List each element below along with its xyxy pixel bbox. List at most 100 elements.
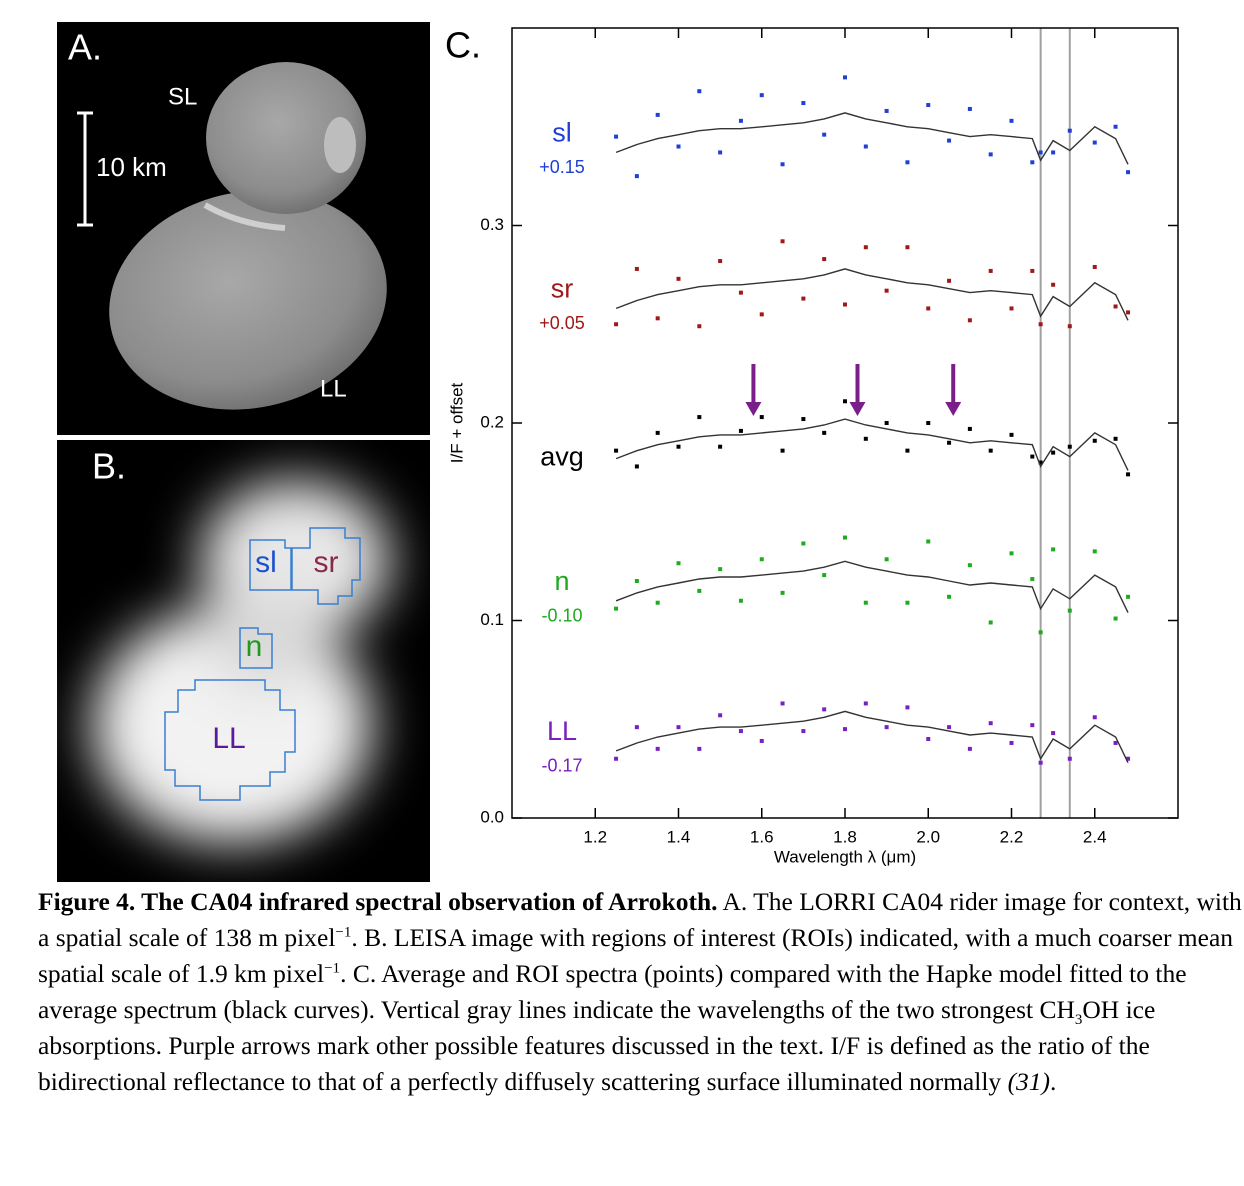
data-point [1092, 715, 1097, 720]
caption-sup: −1 [335, 924, 352, 941]
series-offset: -0.17 [541, 756, 582, 776]
data-point [1126, 594, 1131, 599]
data-point [697, 415, 702, 420]
x-axis-label: Wavelength λ (μm) [774, 847, 916, 866]
data-point [1113, 304, 1118, 309]
data-point [614, 606, 619, 611]
data-point [988, 721, 993, 726]
data-point [1113, 616, 1118, 621]
data-point [1051, 547, 1056, 552]
data-point [738, 118, 743, 123]
data-point [738, 428, 743, 433]
roi-label: n [246, 630, 263, 663]
roi-outline [249, 539, 292, 591]
data-point [1009, 740, 1014, 745]
x-tick-label: 2.0 [916, 827, 940, 846]
panel-label: A. [68, 27, 102, 68]
data-point [1092, 549, 1097, 554]
data-point [1030, 160, 1035, 165]
panel-a: A. 10 km SL LL [57, 22, 430, 435]
data-point [926, 306, 931, 311]
data-point [718, 444, 723, 449]
data-point [884, 421, 889, 425]
data-point [926, 539, 931, 544]
roi-outline [239, 627, 273, 669]
panel-c: C. 1.2 1.4 1.6 1.8 2.0 2.2 2.4 0.0 0.1 0.2 0.3 Wave… [445, 25, 1179, 866]
data-point [967, 106, 972, 111]
data-point [822, 430, 827, 435]
blob [205, 590, 325, 690]
caption-text: . [1050, 1067, 1057, 1096]
data-point [926, 103, 931, 108]
x-tick-label: 1.6 [750, 827, 774, 846]
data-point [780, 239, 785, 244]
data-point [759, 557, 764, 562]
data-point [988, 448, 993, 453]
data-point [905, 160, 910, 165]
data-point [843, 75, 847, 80]
data-point [759, 738, 764, 743]
x-tick-label: 1.8 [833, 827, 857, 846]
data-point [863, 701, 868, 706]
series-label: n [554, 566, 569, 596]
series-offset: -0.10 [541, 606, 582, 626]
data-point [1092, 264, 1097, 269]
data-point [863, 144, 868, 149]
data-point [634, 174, 639, 179]
data-point [801, 541, 806, 546]
data-point [655, 746, 660, 751]
data-point [697, 588, 702, 593]
arrow-head [745, 402, 762, 416]
data-point [1113, 124, 1118, 129]
data-point [676, 725, 681, 730]
data-point [738, 598, 743, 603]
data-point [614, 134, 619, 139]
data-point [1067, 324, 1072, 329]
large-lobe [109, 190, 387, 410]
data-point [1009, 306, 1014, 311]
arrow-head [849, 402, 866, 416]
data-point [718, 713, 723, 718]
data-point [1038, 460, 1043, 465]
series-label: LL [547, 716, 577, 746]
data-point [1113, 436, 1118, 441]
data-point [926, 737, 931, 741]
data-point [676, 276, 681, 281]
data-point [634, 725, 639, 730]
data-point [1009, 551, 1014, 556]
figure: A. 10 km SL LL B. sl sr n LL C. 1.2 1.4 1.… [57, 22, 1179, 882]
model-curve [615, 112, 1129, 165]
data-point [1067, 608, 1072, 613]
data-point [1067, 128, 1072, 133]
data-point [988, 620, 993, 625]
data-point [1038, 630, 1043, 635]
data-point [697, 746, 702, 751]
series-offset: +0.05 [539, 313, 585, 333]
series-label: sr [551, 274, 574, 304]
arrow-head [945, 402, 962, 416]
data-point [1067, 756, 1072, 761]
data-point [697, 89, 702, 94]
data-point [947, 594, 952, 599]
bright-spot [324, 117, 356, 173]
data-point [718, 259, 723, 264]
x-tick-label: 2.2 [1000, 827, 1024, 846]
data-point [988, 152, 993, 157]
x-tick-label: 1.4 [667, 827, 691, 846]
data-point [926, 421, 931, 425]
y-axis-label: I/F + offset [447, 382, 466, 463]
data-point [634, 464, 639, 469]
data-point [801, 296, 806, 301]
data-point [884, 108, 889, 113]
data-point [905, 705, 910, 710]
series-offset: +0.15 [539, 157, 585, 177]
data-point [905, 448, 910, 453]
data-point [884, 725, 889, 730]
data-point [1030, 577, 1035, 582]
data-point [1030, 723, 1035, 728]
data-point [822, 573, 827, 578]
model-curve [615, 418, 1129, 471]
roi-outline [164, 679, 296, 801]
panel-label: C. [445, 25, 481, 66]
data-point [614, 322, 619, 327]
